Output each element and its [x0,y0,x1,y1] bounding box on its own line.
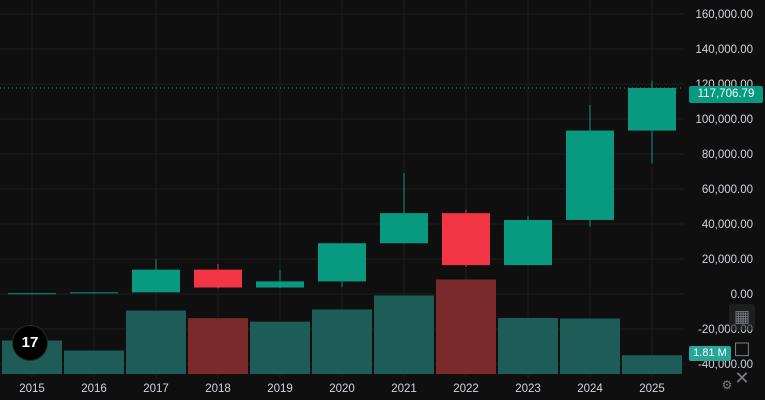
y-tick-label: 60,000.00 [702,184,753,196]
x-tick-label-2018: 2018 [205,383,231,395]
x-tick-label-2016: 2016 [81,383,107,395]
x-tick-label-2025: 2025 [639,383,665,395]
candle-body-2022 [442,213,490,266]
x-tick-label-2017: 2017 [143,383,169,395]
x-tick-label-2024: 2024 [577,383,603,395]
y-tick-label: -40,000.00 [698,359,753,371]
x-tick-label-2021: 2021 [391,383,417,395]
volume-bar-2023 [498,317,558,374]
y-tick-label: 80,000.00 [702,149,753,161]
x-tick-label-2023: 2023 [515,383,541,395]
candle-body-2024 [566,130,614,220]
y-tick-label: 40,000.00 [702,219,753,231]
y-tick-label: 160,000.00 [695,9,753,21]
x-axis-ticks: 2015 2016 2017 2018 2019 2020 2021 2022 2023 2024… [19,383,665,395]
x-tick-label-2019: 2019 [267,383,293,395]
candle-body-2019 [256,281,304,288]
y-tick-label: 20,000.00 [702,254,753,266]
candle-body-2018 [194,269,242,288]
volume-bar-2025 [622,355,682,374]
tradingview-logo[interactable]: 17 [12,325,48,361]
y-axis-ticks: 160,000.00140,000.00120,000.00100,000.00… [695,9,753,371]
volume-bar-2018 [188,318,248,374]
x-tick-label-2015: 2015 [19,383,45,395]
y-tick-label: 140,000.00 [695,44,753,56]
candle-body-2023 [504,219,552,266]
candle-body-2017 [132,269,180,293]
grid-icon[interactable]: ▦ [729,304,755,330]
candle-body-2020 [318,243,366,282]
candle-body-2015 [8,293,56,295]
last-price-label: 117,706.79 [689,86,763,103]
volume-label: 1.81 M [689,346,731,361]
volume-bar-2017 [126,310,186,374]
close-icon[interactable]: ✕ [734,368,750,389]
volume-bar-2019 [250,321,310,374]
y-tick-label: 0.00 [731,289,753,301]
volume-bar-2024 [560,318,620,374]
volume-bar-2020 [312,309,372,374]
volume-bar-2021 [374,295,434,374]
candles [8,80,676,295]
y-tick-label: 100,000.00 [695,114,753,126]
candle-body-2025 [628,88,676,131]
gear-icon[interactable]: ⚙ [721,378,733,392]
square-icon[interactable]: □ [733,338,751,359]
x-tick-label-2020: 2020 [329,383,355,395]
volume-bar-2016 [64,350,124,374]
x-tick-label-2022: 2022 [453,383,479,395]
candle-body-2021 [380,213,428,244]
volume-bar-2022 [436,279,496,374]
candle-body-2016 [70,292,118,294]
volume-bars [2,279,682,374]
